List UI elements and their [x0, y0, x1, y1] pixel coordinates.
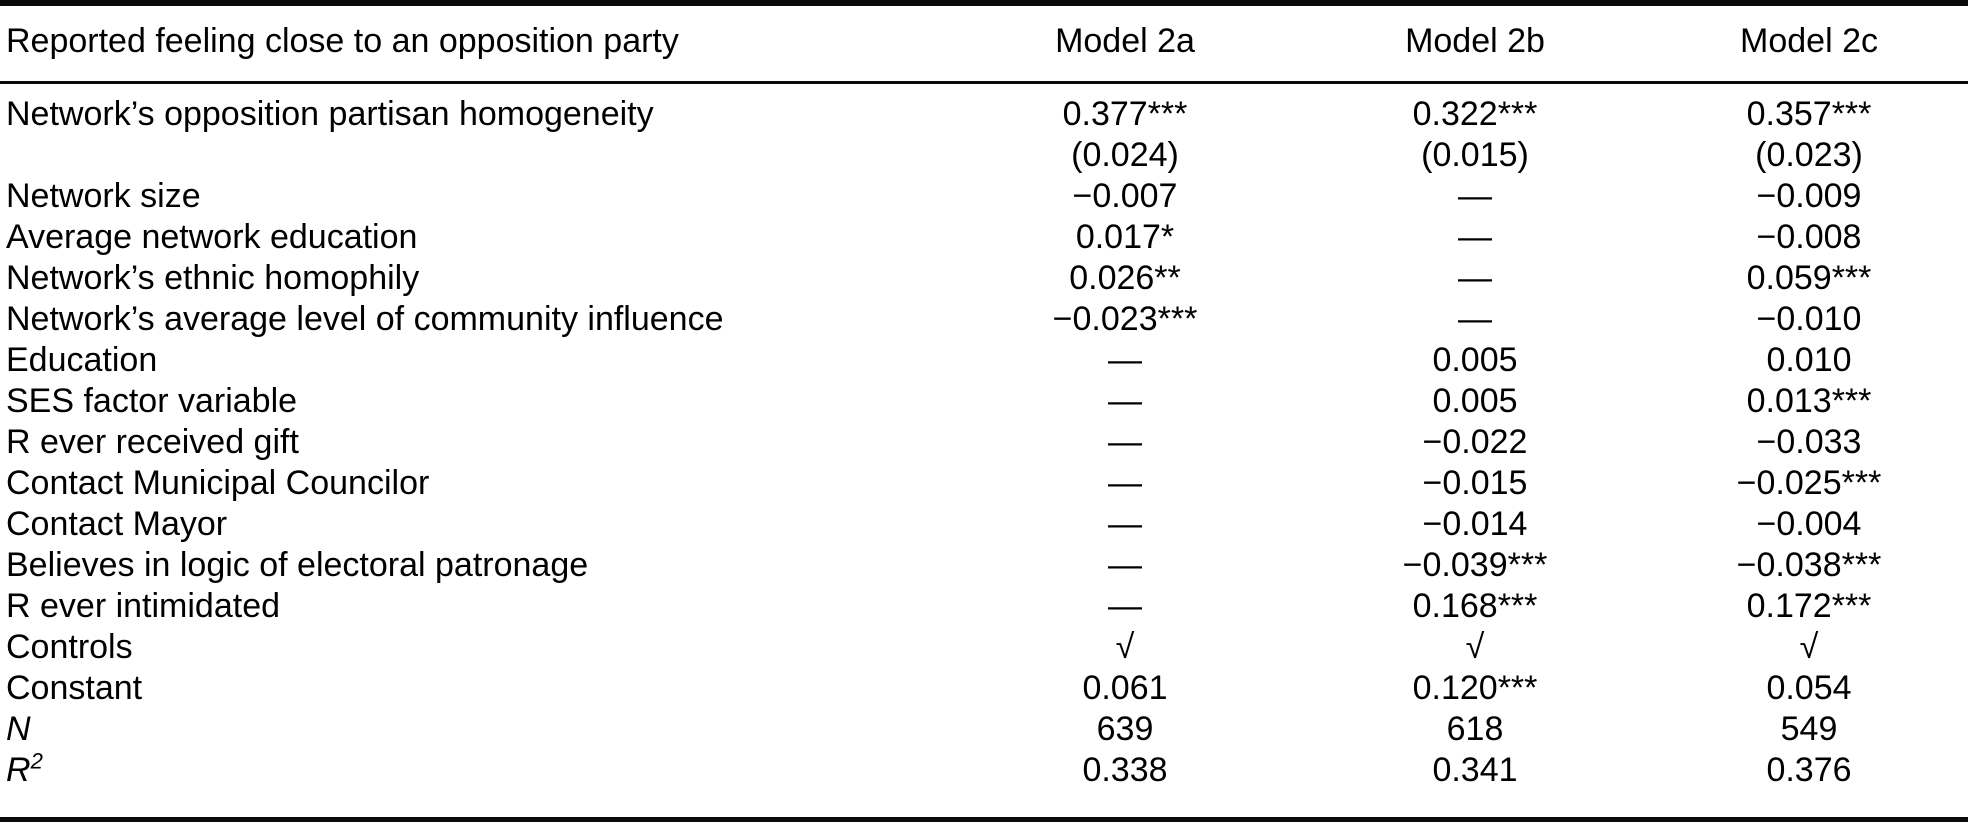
table-row: R2 0.338 0.341 0.376 — [0, 750, 1968, 820]
table-row: R ever intimidated — 0.168*** 0.172*** — [0, 586, 1968, 627]
cell-model-2a: 0.061 — [1082, 669, 1168, 707]
row-label — [0, 135, 950, 176]
cell-model-2c: −0.038*** — [1736, 546, 1882, 584]
table-row: SES factor variable — 0.005 0.013*** — [0, 381, 1968, 422]
cell-model-2b: 0.005 — [1432, 382, 1518, 420]
table-row: (0.024) (0.015) (0.023) — [0, 135, 1968, 176]
cell-model-2c: −0.004 — [1756, 505, 1862, 543]
cell-model-2a: 0.017* — [1075, 218, 1175, 256]
cell-model-2a: — — [1108, 341, 1142, 379]
cell-model-2a: 0.026** — [1069, 259, 1181, 297]
table-row: R ever received gift — −0.022 −0.033 — [0, 422, 1968, 463]
cell-model-2c: (0.023) — [1755, 136, 1863, 174]
cell-model-2c: 0.059*** — [1746, 259, 1872, 297]
cell-model-2a: — — [1108, 382, 1142, 420]
row-label: R2 — [6, 748, 43, 789]
cell-model-2a: — — [1108, 546, 1142, 584]
cell-model-2b: (0.015) — [1421, 136, 1529, 174]
cell-model-2b: — — [1458, 259, 1492, 297]
cell-model-2b: 0.005 — [1432, 341, 1518, 379]
table-row: Contact Mayor — −0.014 −0.004 — [0, 504, 1968, 545]
label-superscript: 2 — [30, 748, 43, 774]
row-label: SES factor variable — [6, 382, 298, 420]
cell-model-2a: — — [1108, 423, 1142, 461]
cell-model-2a: −0.007 — [1072, 177, 1178, 215]
table-row: Network size −0.007 — −0.009 — [0, 176, 1968, 217]
row-label: N — [6, 710, 31, 748]
col-header-model-2a: Model 2a — [1055, 22, 1195, 60]
row-label: Contact Municipal Councilor — [6, 464, 430, 502]
table-row: Network’s average level of community inf… — [0, 299, 1968, 340]
row-label: Network’s average level of community inf… — [6, 300, 724, 338]
cell-model-2b: 618 — [1446, 710, 1504, 748]
cell-model-2c: 549 — [1780, 710, 1838, 748]
cell-model-2c: 0.010 — [1766, 341, 1852, 379]
table-row: Average network education 0.017* — −0.00… — [0, 217, 1968, 258]
row-label: Average network education — [6, 218, 418, 256]
row-label: Believes in logic of electoral patronage — [6, 546, 589, 584]
cell-model-2a: 639 — [1096, 710, 1154, 748]
table-title: Reported feeling close to an opposition … — [6, 22, 679, 60]
cell-model-2c: √ — [1799, 628, 1819, 666]
cell-model-2a: 0.377*** — [1062, 95, 1188, 133]
table-row: Contact Municipal Councilor — −0.015 −0.… — [0, 463, 1968, 504]
table-body: Network’s opposition partisan homogeneit… — [0, 83, 1968, 820]
row-label: Education — [6, 341, 158, 379]
cell-model-2b: −0.022 — [1422, 423, 1528, 461]
row-label: Contact Mayor — [6, 505, 228, 543]
cell-model-2b: 0.341 — [1432, 751, 1518, 789]
cell-model-2b: — — [1458, 177, 1492, 215]
table-row: Controls √ √ √ — [0, 627, 1968, 668]
row-label: Constant — [6, 669, 143, 707]
cell-model-2a: (0.024) — [1071, 136, 1179, 174]
table-row: Network’s opposition partisan homogeneit… — [0, 83, 1968, 136]
cell-model-2b: 0.322*** — [1412, 95, 1538, 133]
cell-model-2a: −0.023*** — [1052, 300, 1198, 338]
row-label: Controls — [6, 628, 133, 666]
cell-model-2c: −0.025*** — [1736, 464, 1882, 502]
cell-model-2a: √ — [1115, 628, 1135, 666]
table-row: Believes in logic of electoral patronage… — [0, 545, 1968, 586]
table-row: Constant 0.061 0.120*** 0.054 — [0, 668, 1968, 709]
cell-model-2b: — — [1458, 300, 1492, 338]
cell-model-2c: 0.357*** — [1746, 95, 1872, 133]
cell-model-2c: 0.172*** — [1746, 587, 1872, 625]
row-label: Network’s opposition partisan homogeneit… — [6, 95, 654, 133]
col-header-model-2c: Model 2c — [1740, 22, 1878, 60]
cell-model-2b: — — [1458, 218, 1492, 256]
table-row: Network’s ethnic homophily 0.026** — 0.0… — [0, 258, 1968, 299]
cell-model-2a: 0.338 — [1082, 751, 1168, 789]
cell-model-2a: — — [1108, 505, 1142, 543]
table-row: N 639 618 549 — [0, 709, 1968, 750]
cell-model-2c: −0.033 — [1756, 423, 1862, 461]
cell-model-2b: −0.039*** — [1402, 546, 1548, 584]
cell-model-2c: 0.013*** — [1746, 382, 1872, 420]
table-row: Education — 0.005 0.010 — [0, 340, 1968, 381]
cell-model-2c: 0.376 — [1766, 751, 1852, 789]
cell-model-2c: 0.054 — [1766, 669, 1852, 707]
cell-model-2b: −0.015 — [1422, 464, 1528, 502]
cell-model-2b: −0.014 — [1422, 505, 1528, 543]
header-row: Reported feeling close to an opposition … — [0, 3, 1968, 83]
cell-model-2c: −0.010 — [1756, 300, 1862, 338]
cell-model-2c: −0.008 — [1756, 218, 1862, 256]
row-label: R ever intimidated — [6, 587, 281, 625]
cell-model-2c: −0.009 — [1756, 177, 1862, 215]
cell-model-2a: — — [1108, 464, 1142, 502]
cell-model-2b: 0.168*** — [1412, 587, 1538, 625]
cell-model-2a: — — [1108, 587, 1142, 625]
cell-model-2b: 0.120*** — [1412, 669, 1538, 707]
row-label: R ever received gift — [6, 423, 299, 461]
col-header-model-2b: Model 2b — [1405, 22, 1545, 60]
table-header: Reported feeling close to an opposition … — [0, 3, 1968, 83]
cell-model-2b: √ — [1465, 628, 1485, 666]
row-label: Network’s ethnic homophily — [6, 259, 420, 297]
row-label: Network size — [6, 177, 201, 215]
